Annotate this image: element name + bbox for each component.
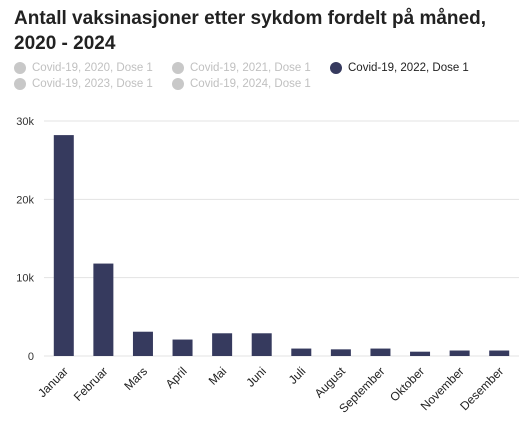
- bar: [330, 349, 351, 356]
- legend-item-2022[interactable]: Covid-19, 2022, Dose 1: [330, 62, 469, 74]
- y-tick-label: 20k: [16, 194, 34, 206]
- y-tick-label: 0: [28, 351, 34, 363]
- chart-legend: Covid-19, 2020, Dose 1 Covid-19, 2021, D…: [14, 62, 524, 96]
- bar: [370, 348, 391, 356]
- legend-label: Covid-19, 2022, Dose 1: [348, 62, 469, 74]
- bar: [93, 263, 114, 356]
- x-tick-label: Juni: [243, 364, 268, 389]
- legend-label: Covid-19, 2024, Dose 1: [190, 78, 311, 90]
- legend-marker-icon: [172, 78, 184, 90]
- x-tick-label: Februar: [71, 364, 111, 404]
- y-tick-label: 10k: [16, 273, 34, 285]
- legend-item-2023[interactable]: Covid-19, 2023, Dose 1: [14, 78, 153, 90]
- bar: [251, 333, 272, 356]
- x-tick-label: Oktober: [387, 364, 427, 404]
- bar: [212, 333, 233, 356]
- bar: [53, 135, 74, 356]
- bar: [410, 351, 431, 356]
- x-tick-label: Desember: [457, 364, 506, 413]
- bar: [172, 339, 193, 356]
- x-tick-label: Mars: [121, 364, 150, 393]
- bar: [489, 350, 510, 356]
- legend-marker-icon: [14, 78, 26, 90]
- legend-item-2021[interactable]: Covid-19, 2021, Dose 1: [172, 62, 311, 74]
- chart-title: Antall vaksinasjoner etter sykdom fordel…: [14, 8, 486, 54]
- x-tick-label: Juli: [286, 364, 309, 387]
- y-tick-label: 30k: [16, 116, 34, 128]
- legend-marker-icon: [330, 62, 342, 74]
- legend-label: Covid-19, 2021, Dose 1: [190, 62, 311, 74]
- bar: [449, 350, 470, 356]
- legend-marker-icon: [14, 62, 26, 74]
- x-tick-label: August: [312, 364, 349, 401]
- legend-label: Covid-19, 2020, Dose 1: [32, 62, 153, 74]
- x-tick-label: Januar: [35, 364, 71, 400]
- legend-label: Covid-19, 2023, Dose 1: [32, 78, 153, 90]
- bar: [132, 331, 153, 356]
- legend-marker-icon: [172, 62, 184, 74]
- legend-item-2024[interactable]: Covid-19, 2024, Dose 1: [172, 78, 311, 90]
- bar: [291, 348, 312, 356]
- x-tick-label: Mai: [206, 364, 230, 388]
- legend-item-2020[interactable]: Covid-19, 2020, Dose 1: [14, 62, 153, 74]
- x-tick-label: April: [163, 364, 190, 391]
